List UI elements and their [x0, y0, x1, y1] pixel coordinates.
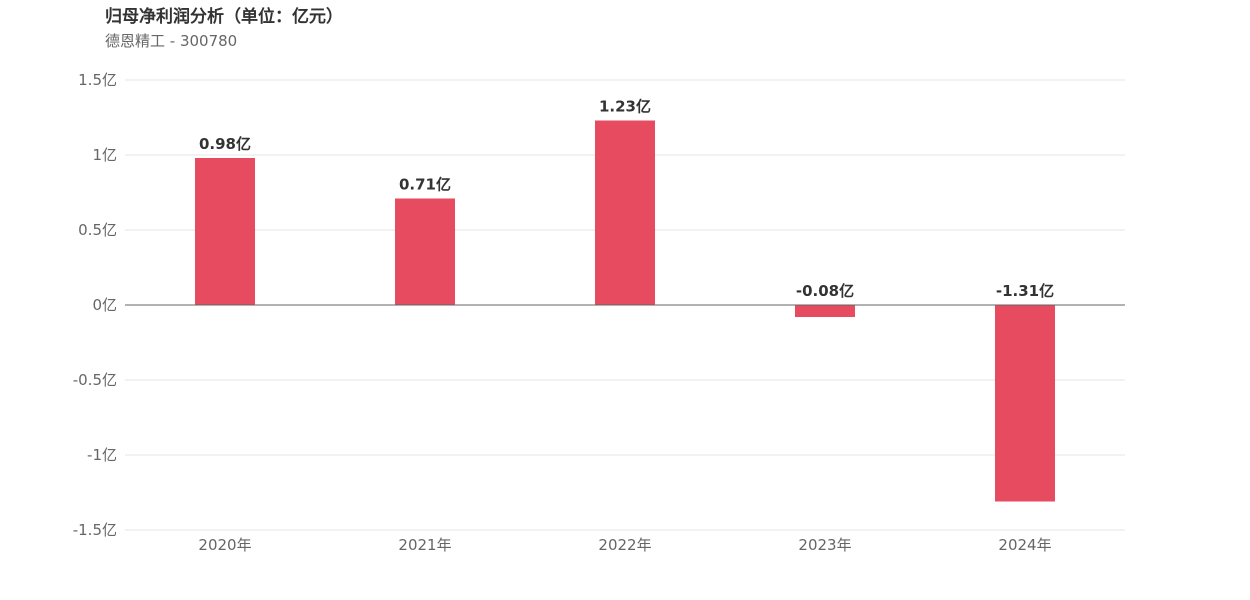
x-tick-label: 2024年: [998, 536, 1051, 554]
gridlines: [125, 79, 1125, 531]
data-label: 1.23亿: [599, 98, 651, 116]
bar-2023年: [795, 305, 855, 317]
y-tick-label: 1.5亿: [78, 71, 117, 89]
y-tick-label: 0亿: [92, 296, 117, 314]
x-tick-label: 2021年: [398, 536, 451, 554]
x-tick-label: 2022年: [598, 536, 651, 554]
data-label: 0.71亿: [399, 176, 451, 194]
data-label: -0.08亿: [796, 282, 854, 300]
chart-title: 归母净利润分析（单位：亿元）: [105, 7, 343, 27]
y-tick-label: -1.5亿: [73, 521, 117, 539]
data-label: 0.98亿: [199, 135, 251, 153]
bar-2024年: [995, 305, 1055, 502]
x-tick-label: 2023年: [798, 536, 851, 554]
bar-2020年: [195, 158, 255, 305]
y-tick-label: -1亿: [87, 446, 117, 464]
x-tick-label: 2020年: [198, 536, 251, 554]
y-tick-label: 0.5亿: [78, 221, 117, 239]
chart-subtitle: 德恩精工 - 300780: [105, 32, 238, 50]
y-tick-label: -0.5亿: [73, 371, 117, 389]
data-labels: 0.98亿 0.71亿 1.23亿 -0.08亿 -1.31亿: [199, 98, 1054, 301]
bar-2022年: [595, 120, 655, 305]
data-label: -1.31亿: [996, 282, 1054, 300]
y-axis-ticks: 1.5亿 1亿 0.5亿 0亿 -0.5亿 -1亿 -1.5亿: [73, 71, 117, 539]
y-tick-label: 1亿: [92, 146, 117, 164]
bars: [195, 120, 1055, 502]
bar-2021年: [395, 198, 455, 305]
x-axis-ticks: 2020年 2021年 2022年 2023年 2024年: [198, 536, 1051, 554]
